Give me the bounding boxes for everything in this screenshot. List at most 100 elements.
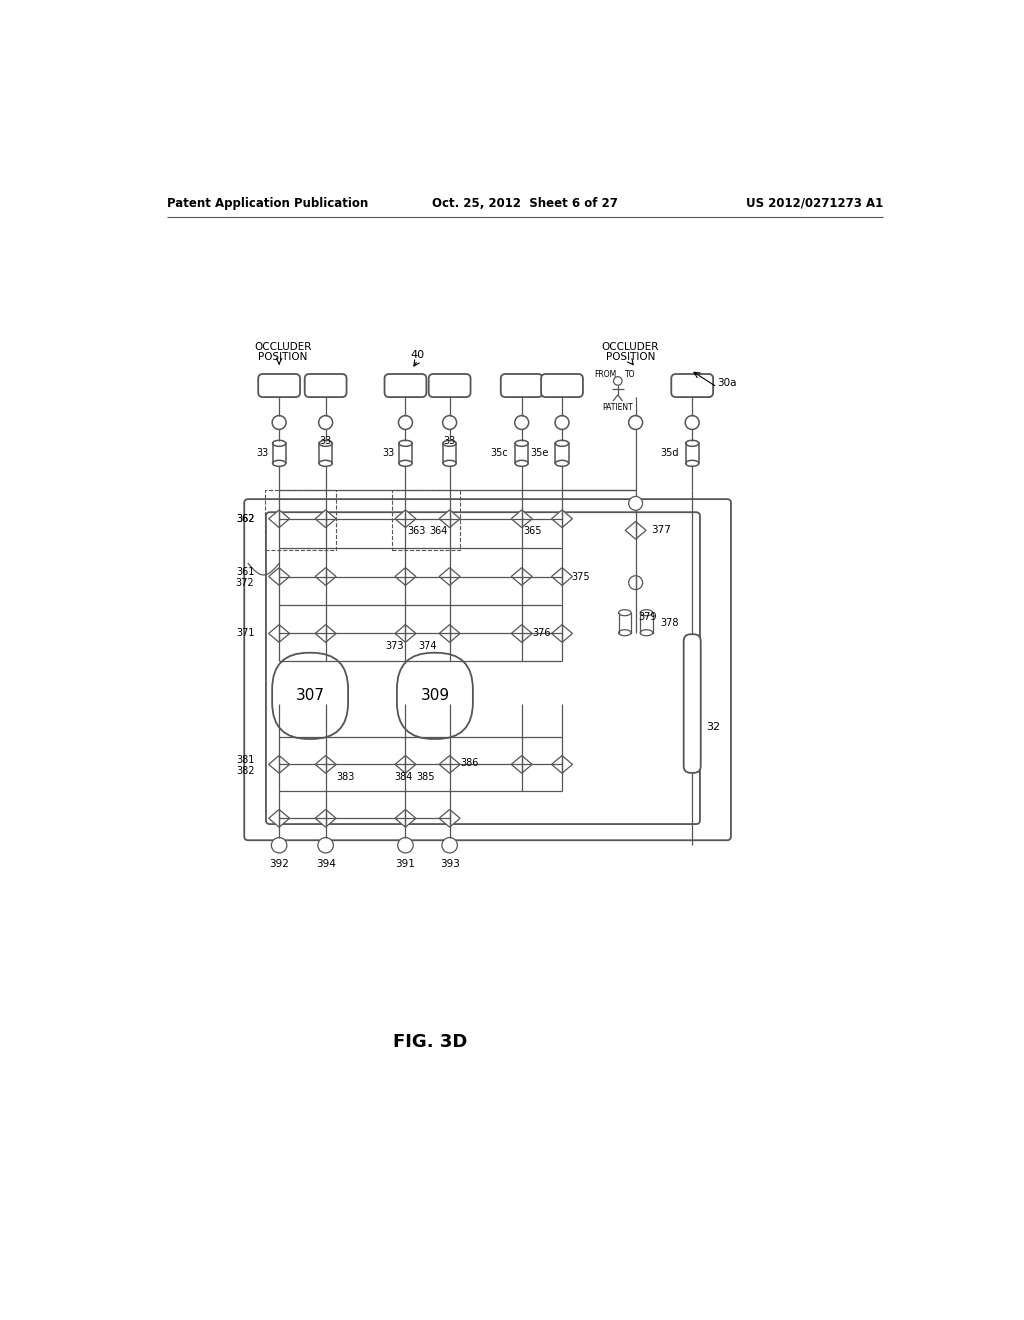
- Text: 35c: 35c: [490, 449, 509, 458]
- Ellipse shape: [443, 461, 457, 466]
- Text: 386: 386: [461, 758, 479, 768]
- Bar: [555, 444, 568, 463]
- Polygon shape: [511, 755, 532, 774]
- Text: FIG. 3D: FIG. 3D: [393, 1034, 467, 1051]
- Text: 375: 375: [571, 572, 590, 582]
- Text: US 2012/0271273 A1: US 2012/0271273 A1: [745, 197, 883, 210]
- Polygon shape: [315, 809, 336, 828]
- FancyBboxPatch shape: [266, 512, 700, 824]
- Polygon shape: [511, 510, 532, 528]
- Text: 365: 365: [523, 527, 542, 536]
- Polygon shape: [315, 624, 336, 643]
- Bar: [272, 444, 286, 463]
- Bar: [265, 490, 337, 549]
- Bar: [618, 612, 631, 632]
- Bar: [515, 444, 528, 463]
- FancyBboxPatch shape: [541, 374, 583, 397]
- Polygon shape: [315, 755, 336, 774]
- Text: PATIENT: PATIENT: [602, 403, 633, 412]
- Text: OCCLUDER: OCCLUDER: [254, 342, 311, 352]
- Polygon shape: [626, 521, 646, 539]
- Text: OCCLUDER: OCCLUDER: [601, 342, 658, 352]
- Text: 382: 382: [236, 766, 254, 776]
- Ellipse shape: [686, 461, 698, 466]
- Circle shape: [318, 416, 333, 429]
- Text: 33: 33: [382, 449, 394, 458]
- Polygon shape: [439, 568, 460, 585]
- Polygon shape: [268, 755, 290, 774]
- Text: 379: 379: [639, 611, 657, 622]
- Circle shape: [271, 838, 287, 853]
- Text: 33: 33: [256, 449, 268, 458]
- Text: 33: 33: [319, 436, 332, 446]
- Circle shape: [442, 838, 458, 853]
- Text: 374: 374: [418, 640, 436, 651]
- Polygon shape: [511, 624, 532, 643]
- FancyBboxPatch shape: [385, 374, 426, 397]
- Polygon shape: [395, 755, 416, 774]
- Polygon shape: [268, 568, 290, 585]
- Text: 40: 40: [411, 350, 425, 360]
- Polygon shape: [552, 510, 572, 528]
- Polygon shape: [268, 809, 290, 828]
- Text: 364: 364: [430, 527, 449, 536]
- Bar: [319, 444, 332, 463]
- Circle shape: [629, 416, 643, 429]
- Circle shape: [685, 416, 699, 429]
- Ellipse shape: [618, 630, 631, 636]
- FancyBboxPatch shape: [501, 374, 543, 397]
- Text: 384: 384: [394, 772, 413, 781]
- FancyBboxPatch shape: [258, 374, 300, 397]
- Ellipse shape: [272, 461, 286, 466]
- Text: 385: 385: [417, 772, 435, 781]
- Polygon shape: [552, 755, 572, 774]
- Text: 309: 309: [420, 688, 450, 704]
- Text: 381: 381: [236, 755, 254, 764]
- Text: 362: 362: [236, 513, 254, 524]
- Ellipse shape: [515, 461, 528, 466]
- Text: 35e: 35e: [530, 449, 549, 458]
- Text: 35d: 35d: [660, 449, 679, 458]
- Polygon shape: [439, 624, 460, 643]
- Text: 393: 393: [439, 859, 460, 869]
- Ellipse shape: [640, 630, 652, 636]
- Ellipse shape: [640, 610, 652, 615]
- Ellipse shape: [555, 461, 568, 466]
- Polygon shape: [511, 568, 532, 585]
- Ellipse shape: [515, 441, 528, 446]
- Circle shape: [272, 416, 286, 429]
- FancyBboxPatch shape: [305, 374, 346, 397]
- Polygon shape: [395, 624, 416, 643]
- Circle shape: [555, 416, 569, 429]
- Text: 372: 372: [236, 578, 254, 587]
- FancyBboxPatch shape: [672, 374, 713, 397]
- Text: Oct. 25, 2012  Sheet 6 of 27: Oct. 25, 2012 Sheet 6 of 27: [432, 197, 617, 210]
- Text: 373: 373: [385, 640, 403, 651]
- Text: 363: 363: [407, 527, 425, 536]
- Text: POSITION: POSITION: [258, 352, 307, 362]
- Text: 383: 383: [337, 772, 355, 781]
- Text: 391: 391: [395, 859, 416, 869]
- FancyBboxPatch shape: [397, 653, 473, 739]
- Bar: [640, 612, 652, 632]
- Polygon shape: [395, 568, 416, 585]
- Bar: [686, 444, 698, 463]
- Text: TO: TO: [625, 371, 636, 379]
- Text: 33: 33: [443, 436, 456, 446]
- Text: 30a: 30a: [717, 379, 736, 388]
- Circle shape: [613, 376, 622, 385]
- Text: 377: 377: [651, 525, 671, 536]
- Text: 361: 361: [236, 566, 254, 577]
- Text: 378: 378: [660, 618, 679, 628]
- Ellipse shape: [319, 441, 332, 446]
- FancyBboxPatch shape: [272, 653, 348, 739]
- Polygon shape: [439, 809, 460, 828]
- Circle shape: [629, 496, 643, 511]
- Polygon shape: [552, 568, 572, 585]
- Polygon shape: [268, 510, 290, 528]
- Bar: [391, 490, 461, 549]
- Ellipse shape: [686, 441, 698, 446]
- Text: 307: 307: [296, 688, 325, 704]
- Polygon shape: [439, 755, 460, 774]
- Circle shape: [442, 416, 457, 429]
